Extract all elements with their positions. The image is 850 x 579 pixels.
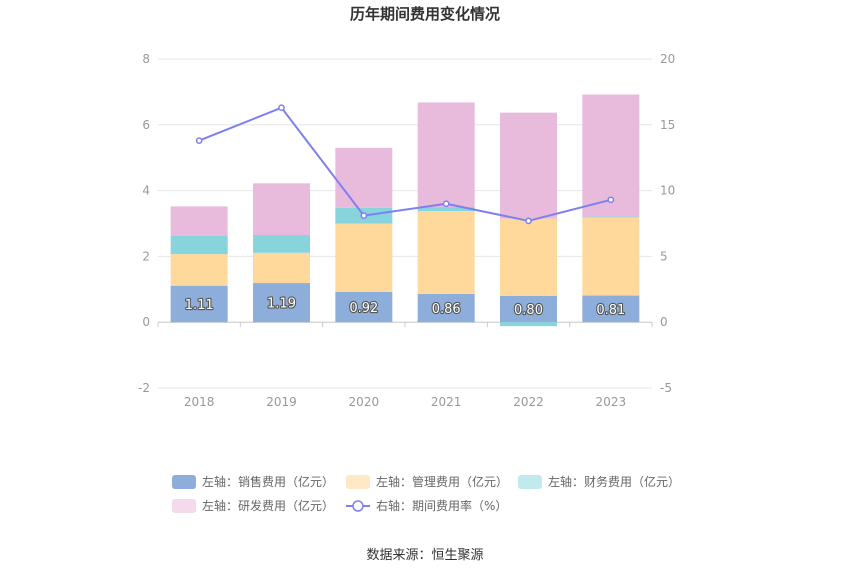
rate-point: [278, 104, 285, 112]
right-tick-label: 15: [660, 118, 675, 132]
bar-value-label: 0.80: [514, 303, 543, 318]
left-tick-label: 6: [142, 118, 150, 132]
bar-segment: [417, 207, 475, 211]
bar-segment: [582, 217, 640, 296]
rate-point: [360, 212, 368, 219]
bar-segment: [253, 252, 310, 284]
legend-item: 左轴：管理费用（亿元）: [346, 474, 508, 489]
x-tick-label: 2018: [184, 395, 215, 409]
legend-point-swatch: [352, 500, 364, 512]
x-tick-label: 2019: [266, 395, 297, 409]
x-tick-label: 2022: [513, 395, 544, 409]
left-y-axis: -2 0 2 4 6 8: [138, 52, 150, 395]
chart-title: 历年期间费用变化情况: [350, 5, 500, 23]
bar-segment: [582, 216, 640, 218]
rate-point: [442, 200, 450, 208]
legend-label: 右轴：期间费用率（%）: [376, 498, 507, 513]
bar-value-label: 1.19: [267, 297, 296, 312]
rate-point: [525, 217, 532, 225]
bar-segment: [170, 236, 228, 255]
bar-value-label: 0.81: [596, 303, 625, 318]
bar-value-label: 0.92: [349, 301, 378, 316]
bar-segment: [582, 295, 640, 323]
bar-segment: [253, 235, 310, 253]
bar-segment: [500, 322, 557, 327]
bar-segment: [253, 283, 310, 323]
left-tick-label: 2: [142, 249, 150, 263]
left-tick-label: 4: [142, 184, 150, 198]
grid-lines: [158, 58, 652, 389]
right-tick-label: 0: [660, 315, 668, 329]
legend-label: 左轴：研发费用（亿元）: [202, 498, 334, 513]
rate-point: [195, 137, 203, 144]
x-tick-label: 2021: [431, 395, 462, 409]
bar-segment: [417, 102, 475, 208]
bar-value-label: 0.86: [432, 302, 461, 317]
legend-item: 左轴：财务费用（亿元）: [518, 474, 680, 489]
legend-label: 左轴：管理费用（亿元）: [376, 474, 508, 489]
right-y-axis: -5 0 5 10 15 20: [660, 52, 675, 395]
right-tick-label: 10: [660, 184, 675, 198]
legend-label: 左轴：销售费用（亿元）: [202, 474, 334, 489]
bar-segment: [500, 112, 557, 219]
x-tick-label: 2023: [596, 395, 627, 409]
bar-segment: [170, 285, 228, 323]
left-tick-label: 8: [142, 52, 150, 66]
bar-segment: [335, 291, 393, 323]
bar-series: [170, 94, 640, 327]
legend-item: 左轴：销售费用（亿元）: [172, 474, 334, 489]
bar-segment: [417, 210, 475, 294]
right-tick-label: 20: [660, 52, 675, 66]
legend-item: 左轴：研发费用（亿元）: [172, 498, 334, 513]
right-tick-label: 5: [660, 249, 668, 263]
bar-segment: [170, 254, 228, 286]
legend-item: 右轴：期间费用率（%）: [346, 498, 507, 513]
bar-segment: [417, 293, 475, 323]
chart-source: 数据来源：恒生聚源: [366, 548, 483, 563]
rate-line: [198, 106, 612, 222]
x-axis: 2018 2019 2020 2021 2022 2023: [157, 322, 653, 409]
legend-swatch: [172, 475, 196, 489]
x-tick-label: 2020: [349, 395, 380, 409]
bar-value-label: 1.11: [185, 298, 214, 313]
legend-swatch: [346, 475, 370, 489]
bar-segment: [335, 223, 393, 292]
bar-segment: [500, 295, 557, 323]
legend-label: 左轴：财务费用（亿元）: [548, 474, 680, 489]
rate-line-series: [195, 104, 615, 225]
bar-segment: [335, 147, 393, 208]
bar-segment: [500, 218, 557, 296]
bar-segment: [170, 206, 228, 237]
legend: 左轴：销售费用（亿元） 左轴：管理费用（亿元） 左轴：财务费用（亿元） 左轴：研发费用…: [172, 474, 680, 513]
left-tick-label: -2: [138, 381, 150, 395]
rate-point: [607, 196, 615, 204]
legend-swatch: [518, 475, 542, 489]
legend-swatch: [172, 499, 196, 513]
right-tick-label: -5: [660, 381, 672, 395]
left-tick-label: 0: [142, 315, 150, 329]
bar-segment: [582, 94, 640, 217]
bar-data-labels: 1.11 1.19 0.92 0.86 0.80 0.81: [184, 296, 627, 320]
bar-segment: [253, 183, 310, 236]
